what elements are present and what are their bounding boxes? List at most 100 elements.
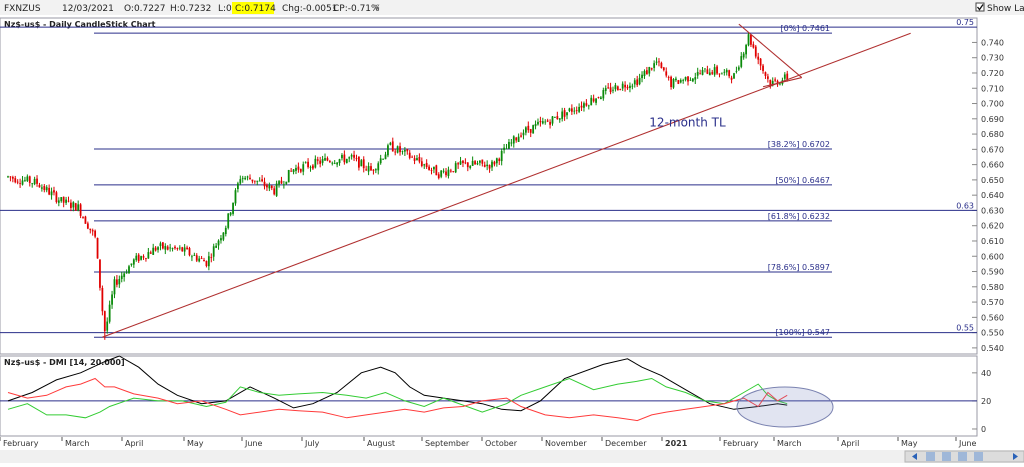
candle-body (370, 166, 372, 171)
dmi-tick-label: 40 (981, 369, 991, 378)
show-last-label: Show Last (987, 4, 1024, 14)
candle-body (595, 98, 597, 103)
candle-body (178, 247, 181, 249)
price-tick-label: 0.620 (981, 222, 1004, 231)
candle-body (430, 169, 433, 171)
candle-body (232, 202, 234, 214)
candle-body (423, 164, 426, 166)
candle-body (660, 62, 663, 69)
scroll-right-icon[interactable] (1013, 453, 1018, 460)
candle-body (113, 279, 116, 295)
candle-body (125, 272, 128, 274)
candle-body (464, 162, 467, 164)
candle-body (77, 204, 80, 211)
month-label: April (841, 439, 859, 448)
candle-body (40, 187, 43, 189)
candle-body (544, 121, 547, 123)
candle-body (413, 158, 416, 161)
candle-body (769, 79, 772, 87)
candle-body (699, 73, 702, 75)
candle-body (237, 183, 239, 190)
price-tick-label: 0.740 (981, 38, 1004, 47)
candle-body (99, 259, 101, 288)
candle-body (263, 181, 266, 187)
candle-body (239, 179, 242, 184)
candle-body (759, 58, 762, 66)
candle-body (648, 67, 651, 74)
candle-body (379, 158, 382, 164)
candle-body (43, 186, 46, 191)
candle-body (203, 259, 205, 262)
candle-body (152, 247, 155, 255)
candle-body (62, 196, 65, 203)
candle-body (520, 135, 522, 137)
candle-body (14, 178, 17, 183)
candle-body (447, 169, 450, 176)
candle-body (607, 87, 610, 89)
date-axis-bar (0, 437, 977, 449)
zoom-out-icon[interactable] (926, 452, 935, 461)
month-label: May (901, 439, 918, 448)
dmi-chart-title: Nz$-us$ - DMI [14, 20.000] (4, 358, 125, 367)
candle-body (326, 158, 329, 161)
scrollbar-track[interactable] (0, 450, 1024, 463)
candle-body (740, 56, 743, 67)
candle-body (384, 154, 387, 160)
candle-body (251, 179, 254, 182)
candle-body (742, 53, 745, 58)
candle-body (341, 154, 343, 159)
candle-body (200, 258, 203, 260)
candle-body (55, 192, 58, 202)
dmi-tick-label: 20 (981, 397, 991, 406)
candle-body (433, 166, 435, 170)
zoom-in-icon[interactable] (942, 452, 951, 461)
dmi-series (0, 355, 977, 422)
month-label: September (425, 439, 470, 448)
candle-body (696, 71, 699, 76)
candle-body (94, 230, 97, 237)
candle-body (747, 34, 750, 46)
price-tick-label: 0.710 (981, 84, 1004, 93)
show-last-checkbox[interactable] (975, 2, 985, 12)
candle-body (382, 158, 384, 160)
candle-body (592, 98, 595, 102)
candle-body (132, 259, 135, 265)
candle-body (590, 97, 593, 106)
candle-body (418, 157, 421, 162)
level-label: 0.63 (956, 201, 974, 210)
candle-body (266, 185, 268, 188)
candle-body (96, 237, 99, 259)
fib-label: [78.6%] 0.5897 (768, 263, 830, 272)
settings-icon[interactable] (974, 452, 983, 461)
candle-body (723, 71, 726, 73)
candle-body (517, 136, 520, 142)
candle-body (541, 121, 544, 124)
horizontal-levels: 0.75 0.63 0.55 (0, 18, 977, 334)
candle-body (721, 73, 723, 75)
candle-body (752, 44, 755, 48)
candle-body (9, 176, 12, 178)
scroll-left-icon[interactable] (912, 453, 917, 460)
candle-body (633, 80, 636, 85)
candle-body (449, 170, 452, 172)
triangle-upper-line (738, 23, 803, 78)
candle-body (556, 116, 559, 120)
candle-body (36, 178, 38, 184)
candlesticks (7, 32, 789, 340)
candle-body (675, 78, 677, 81)
dropdown-chevron-icon[interactable]: ¥ (374, 4, 380, 14)
fit-icon[interactable] (958, 452, 967, 461)
candle-body (217, 240, 220, 246)
candle-body (246, 176, 249, 178)
candle-body (174, 246, 176, 249)
candle-body (612, 89, 614, 91)
candle-body (435, 165, 438, 176)
candle-body (684, 77, 687, 80)
fib-label: [38.2%] 0.6702 (768, 140, 830, 149)
candle-body (275, 183, 278, 196)
candle-body (372, 169, 375, 171)
candle-body (641, 74, 643, 79)
candle-body (689, 79, 692, 81)
close-badge (232, 2, 274, 14)
candle-body (737, 67, 740, 70)
